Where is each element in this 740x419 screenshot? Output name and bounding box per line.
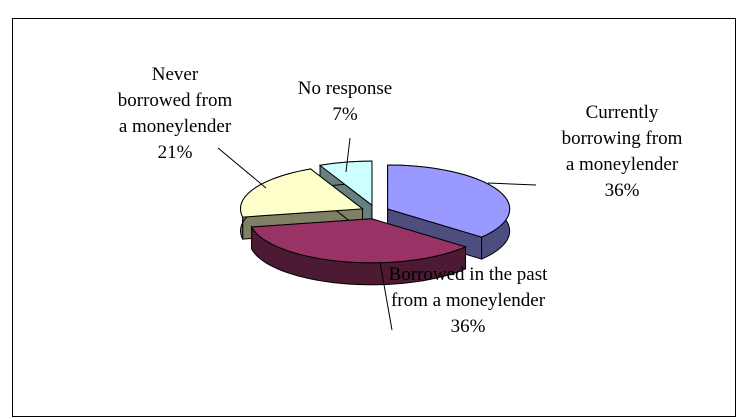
value-label: 21%: [157, 142, 193, 163]
slice-label: Currently borrowing from a moneylender 36…: [557, 100, 687, 204]
leader-line: [217, 147, 267, 189]
slice-top: [240, 168, 364, 218]
value-label: 7%: [332, 104, 358, 125]
slice-top: [387, 164, 511, 238]
value-label: 36%: [450, 316, 486, 337]
leader-line: [345, 137, 351, 173]
slice-top: [250, 218, 468, 264]
slice-top: [318, 160, 373, 207]
slice-label: Never borrowed from a moneylender 21%: [115, 62, 235, 166]
slice-label: Borrowed in the past from a moneylender 3…: [388, 262, 548, 340]
slice: [250, 218, 468, 286]
leader-line: [379, 261, 393, 331]
category-label: Borrowed in the past from a moneylender: [388, 264, 548, 311]
slice-label: No response 7%: [290, 76, 400, 128]
chart-frame: [12, 18, 736, 417]
category-label: Currently borrowing from a moneylender: [561, 102, 683, 175]
category-label: Never borrowed from a moneylender: [117, 64, 233, 137]
category-label: No response: [297, 78, 393, 99]
value-label: 36%: [604, 180, 640, 201]
leader-line: [487, 182, 537, 186]
